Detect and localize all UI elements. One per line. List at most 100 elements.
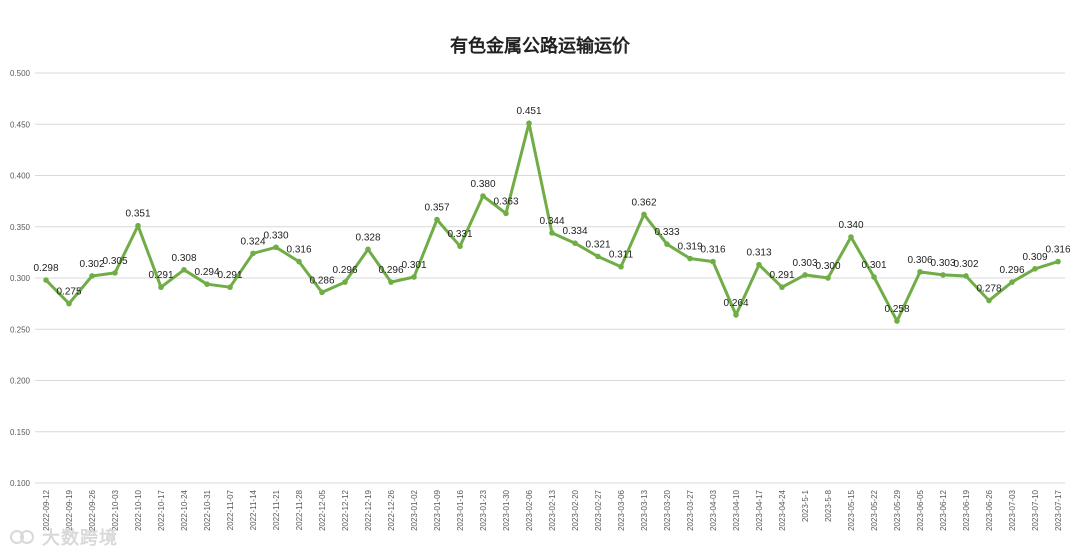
data-label: 0.324	[240, 236, 265, 247]
x-tick-label: 2022-09-12	[42, 489, 51, 530]
data-point	[480, 193, 486, 199]
data-point	[434, 216, 440, 223]
x-tick-label: 2023-05-22	[870, 489, 879, 530]
data-point	[779, 284, 785, 291]
data-label: 0.311	[609, 250, 634, 261]
data-labels: 0.2980.2750.3020.3050.3510.2910.3080.294…	[33, 106, 1070, 315]
data-point	[756, 261, 762, 268]
data-label: 0.340	[838, 220, 863, 231]
data-point	[411, 274, 417, 280]
data-point	[595, 253, 601, 260]
data-label: 0.309	[1022, 252, 1047, 263]
data-label: 0.291	[217, 270, 242, 281]
data-point	[158, 284, 164, 291]
x-tick-label: 2022-10-31	[203, 489, 212, 530]
x-tick-label: 2023-02-13	[548, 489, 557, 530]
x-tick-label: 2023-03-13	[640, 489, 649, 530]
data-point	[894, 318, 900, 324]
data-label: 0.334	[562, 226, 587, 237]
x-tick-label: 2023-01-30	[502, 489, 511, 530]
data-label: 0.313	[746, 248, 771, 259]
x-tick-label: 2023-06-19	[962, 489, 971, 530]
data-label: 0.258	[884, 304, 909, 315]
x-tick-label: 2023-04-10	[732, 489, 741, 530]
data-label: 0.275	[56, 287, 81, 298]
data-label: 0.344	[539, 216, 564, 227]
data-label: 0.316	[700, 245, 725, 256]
x-tick-label: 2023-06-05	[916, 489, 925, 530]
logo-icon	[10, 530, 34, 544]
data-point	[963, 273, 969, 279]
data-label: 0.308	[171, 253, 196, 264]
x-tick-label: 2022-11-21	[272, 489, 281, 530]
x-tick-label: 2022-09-19	[65, 489, 74, 530]
data-label: 0.278	[976, 284, 1001, 295]
data-point	[733, 312, 739, 318]
x-tick-label: 2023-03-27	[686, 489, 695, 530]
y-axis-ticks: 0.100 0.150 0.200 0.250 0.300 0.350 0.400 0.450…	[10, 69, 31, 488]
x-tick-label: 2023-03-06	[617, 489, 626, 530]
x-tick-label: 2023-07-03	[1008, 489, 1017, 530]
data-point	[664, 241, 670, 247]
x-tick-label: 2023-01-16	[456, 489, 465, 530]
x-tick-label: 2023-02-20	[571, 489, 580, 530]
data-point	[112, 270, 118, 276]
x-tick-label: 2023-03-20	[663, 489, 672, 530]
y-tick-label: 0.450	[10, 120, 31, 129]
data-point	[250, 250, 256, 257]
data-point	[227, 284, 233, 291]
x-tick-label: 2023-04-24	[778, 489, 787, 530]
data-label: 0.316	[1045, 245, 1070, 256]
data-point	[1009, 279, 1015, 285]
data-point	[802, 272, 808, 278]
x-tick-label: 2023-07-17	[1054, 489, 1063, 530]
x-tick-label: 2022-11-07	[226, 489, 235, 530]
x-tick-label: 2023-5-1	[801, 489, 810, 522]
data-label: 0.351	[125, 209, 150, 220]
data-point	[388, 279, 394, 285]
data-label: 0.328	[355, 232, 380, 243]
data-label: 0.298	[33, 263, 58, 274]
data-label: 0.301	[861, 260, 886, 271]
x-tick-label: 2023-04-17	[755, 489, 764, 530]
x-tick-label: 2022-10-24	[180, 489, 189, 530]
data-point	[342, 279, 348, 285]
data-label: 0.451	[516, 106, 541, 117]
x-tick-label: 2023-01-23	[479, 489, 488, 530]
data-label: 0.291	[148, 270, 173, 281]
data-label: 0.306	[907, 255, 932, 266]
x-tick-label: 2022-12-12	[341, 489, 350, 530]
data-point	[618, 263, 624, 270]
x-tick-label: 2023-07-10	[1031, 489, 1040, 530]
data-point	[457, 243, 463, 250]
data-point	[825, 275, 831, 281]
data-point	[296, 258, 302, 265]
x-tick-label: 2023-05-15	[847, 489, 856, 530]
watermark-text: 大数跨境	[42, 528, 118, 548]
x-tick-label: 2022-12-26	[387, 489, 396, 530]
x-tick-label: 2022-10-17	[157, 489, 166, 530]
data-point	[549, 230, 555, 236]
x-tick-label: 2022-11-14	[249, 489, 258, 530]
y-tick-label: 0.200	[10, 377, 31, 386]
data-point	[1032, 265, 1038, 272]
data-point	[181, 267, 187, 273]
data-label: 0.301	[401, 260, 426, 271]
data-point	[641, 211, 647, 218]
x-tick-label: 2023-01-09	[433, 489, 442, 530]
data-label: 0.303	[930, 258, 955, 269]
x-tick-label: 2022-12-05	[318, 489, 327, 530]
data-point	[135, 222, 141, 229]
data-label: 0.363	[493, 196, 518, 207]
data-label: 0.316	[286, 245, 311, 256]
data-label: 0.321	[585, 239, 610, 250]
x-tick-label: 2022-10-03	[111, 489, 120, 530]
x-tick-label: 2023-06-26	[985, 489, 994, 530]
y-tick-label: 0.250	[10, 325, 31, 334]
y-tick-label: 0.350	[10, 223, 31, 232]
x-tick-label: 2023-01-02	[410, 489, 419, 530]
data-point	[710, 258, 716, 265]
data-label: 0.357	[424, 203, 449, 214]
x-tick-label: 2022-10-10	[134, 489, 143, 530]
